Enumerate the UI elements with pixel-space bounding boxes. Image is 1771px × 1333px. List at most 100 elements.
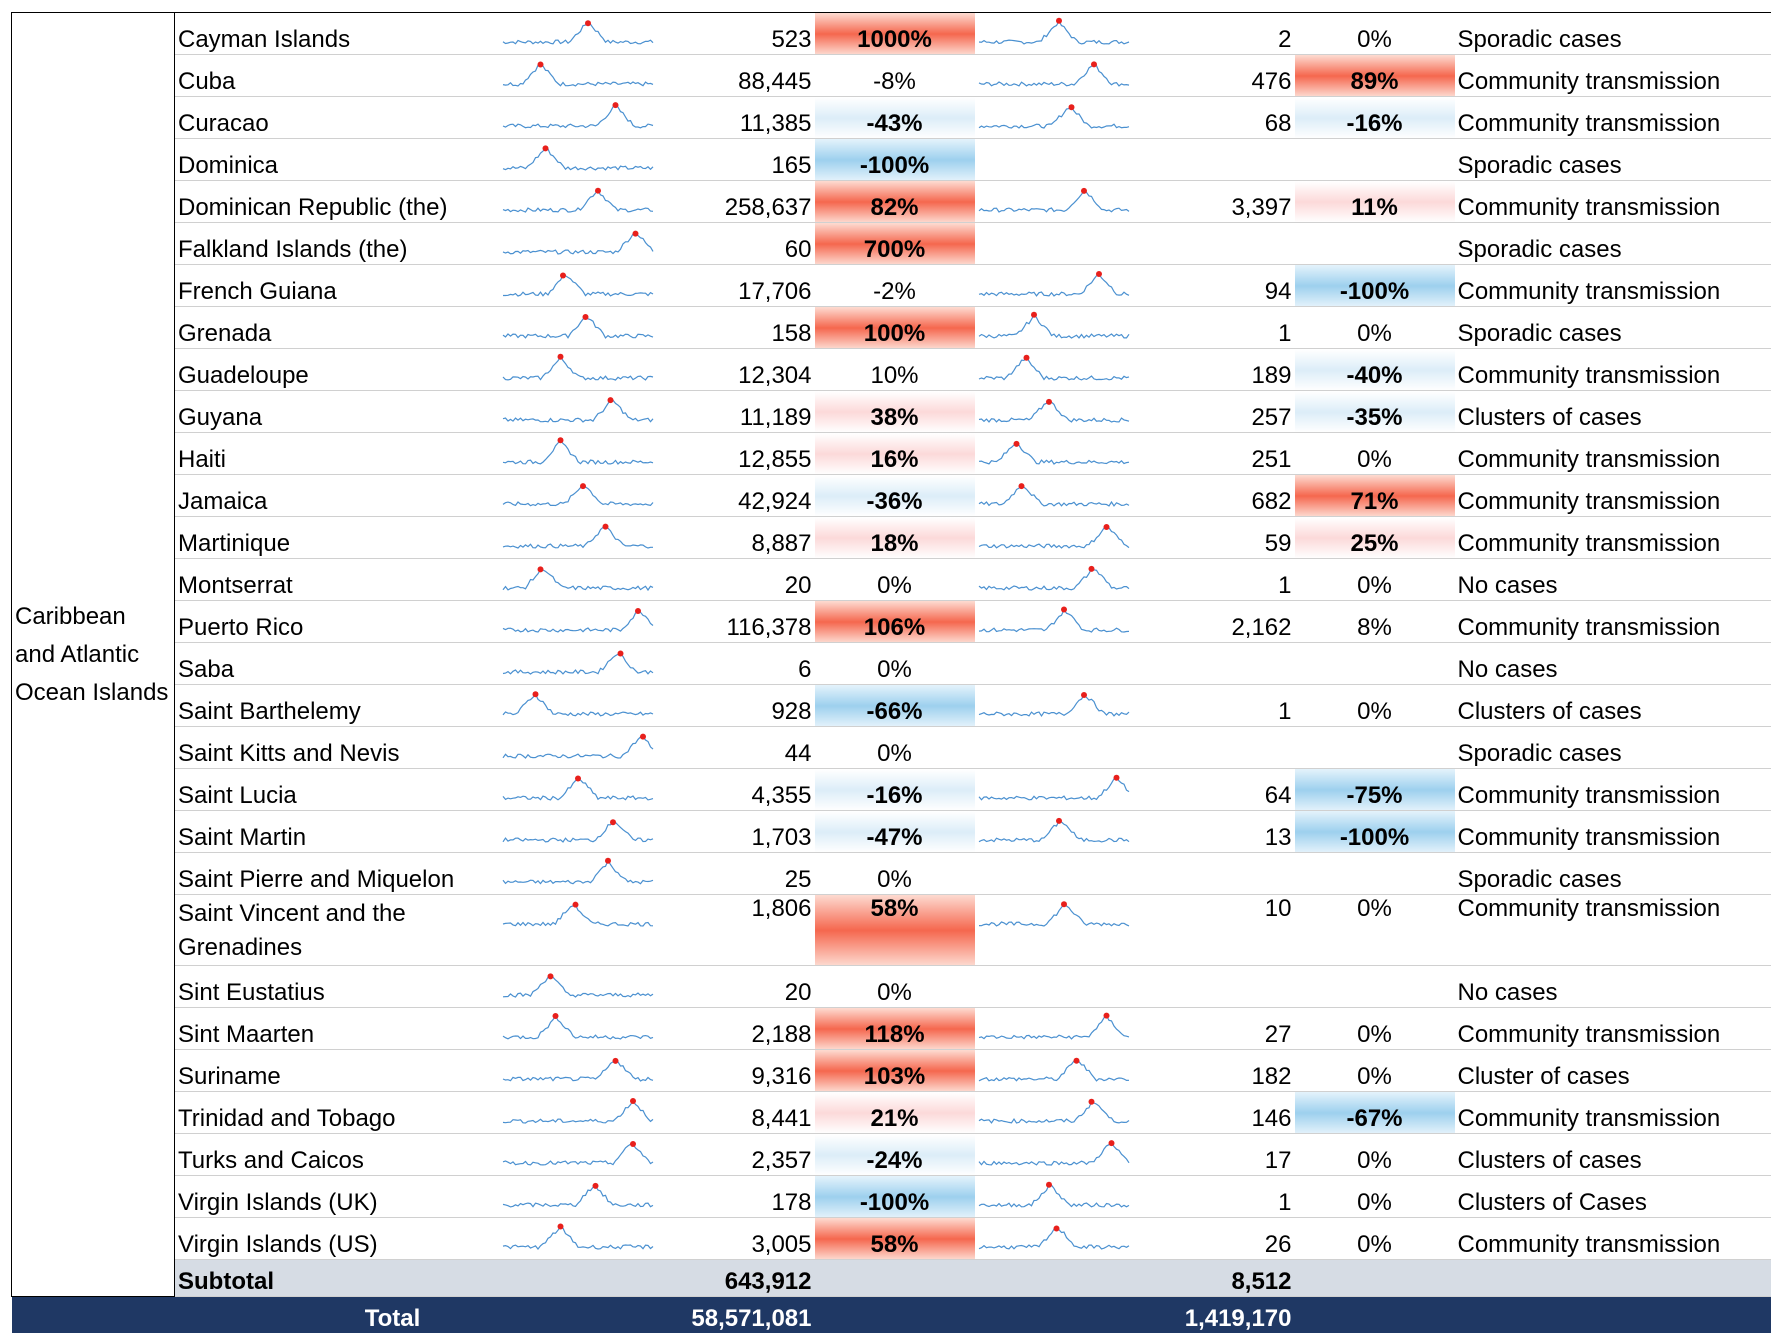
cases: 116,378: [657, 601, 815, 643]
cases: 258,637: [657, 181, 815, 223]
cases: 2,188: [657, 1008, 815, 1050]
sparkline-path: [503, 654, 653, 675]
cases-change: -100%: [815, 139, 975, 181]
sparkline: [975, 265, 1133, 299]
sparkline-peak: [605, 858, 611, 864]
sparkline-cell: [975, 265, 1137, 307]
sparkline-cell: [975, 1218, 1137, 1260]
country-name: Martinique: [175, 517, 499, 559]
total-label: Total: [12, 1297, 657, 1333]
sparkline: [499, 97, 657, 131]
sparkline-path: [503, 861, 653, 884]
sparkline-path: [503, 486, 653, 506]
sparkline: [975, 1050, 1133, 1084]
cases: 1,703: [657, 811, 815, 853]
sparkline-peak: [1088, 566, 1094, 572]
sparkline-path: [979, 527, 1129, 548]
sparkline: [499, 223, 657, 257]
sparkline: [499, 13, 657, 47]
deaths-change: -40%: [1295, 349, 1455, 391]
cases: 11,189: [657, 391, 815, 433]
transmission: Community transmission: [1455, 475, 1771, 517]
cases-change: 103%: [815, 1050, 975, 1092]
deaths: 3,397: [1137, 181, 1295, 223]
deaths-change: 25%: [1295, 517, 1455, 559]
sparkline-path: [503, 440, 653, 464]
cases-change: 0%: [815, 853, 975, 895]
sparkline-cell: [499, 181, 657, 223]
transmission: Community transmission: [1455, 97, 1771, 139]
empty-cell: [1137, 139, 1295, 181]
sparkline-path: [503, 65, 653, 87]
cases-change: 21%: [815, 1092, 975, 1134]
country-name: Saint Barthelemy: [175, 685, 499, 727]
sparkline-cell: [975, 1092, 1137, 1134]
cases-change: 38%: [815, 391, 975, 433]
country-name: Falkland Islands (the): [175, 223, 499, 265]
sparkline-path: [503, 400, 653, 422]
sparkline: [499, 811, 657, 845]
sparkline-cell: [499, 517, 657, 559]
subtotal-cases: 643,912: [657, 1260, 815, 1297]
sparkline-cell: [499, 475, 657, 517]
cases: 1,806: [657, 895, 815, 966]
sparkline-peak: [617, 651, 623, 657]
sparkline: [499, 139, 657, 173]
sparkline-path: [979, 191, 1129, 212]
sparkline-path: [503, 191, 653, 212]
sparkline-path: [503, 778, 653, 800]
sparkline-cell: [499, 139, 657, 181]
sparkline-cell: [975, 433, 1137, 475]
sparkline-cell: [499, 601, 657, 643]
sparkline-peak: [630, 1141, 636, 1147]
total-deaths: 1,419,170: [1137, 1297, 1295, 1333]
sparkline: [499, 1134, 657, 1168]
sparkline-cell: [975, 769, 1137, 811]
sparkline: [975, 1134, 1133, 1168]
sparkline-cell: [499, 1050, 657, 1092]
cases-change: 0%: [815, 643, 975, 685]
sparkline-peak: [1061, 901, 1067, 907]
cases: 44: [657, 727, 815, 769]
sparkline: [499, 307, 657, 341]
sparkline: [975, 1092, 1133, 1126]
deaths: 27: [1137, 1008, 1295, 1050]
deaths-change: 11%: [1295, 181, 1455, 223]
sparkline-peak: [1068, 104, 1074, 110]
deaths: 17: [1137, 1134, 1295, 1176]
sparkline-path: [979, 274, 1129, 296]
deaths-change: 0%: [1295, 685, 1455, 727]
sparkline-path: [503, 611, 653, 632]
transmission: Sporadic cases: [1455, 853, 1771, 895]
country-name: Trinidad and Tobago: [175, 1092, 499, 1134]
deaths-change: -16%: [1295, 97, 1455, 139]
sparkline-cell: [975, 475, 1137, 517]
sparkline-peak: [547, 973, 553, 979]
sparkline-peak: [1046, 1182, 1052, 1188]
empty-cell: [1455, 1297, 1771, 1333]
sparkline: [499, 601, 657, 635]
cases: 3,005: [657, 1218, 815, 1260]
country-name: Guyana: [175, 391, 499, 433]
sparkline-path: [503, 1227, 653, 1250]
transmission: Sporadic cases: [1455, 727, 1771, 769]
subtotal-label: Subtotal: [175, 1260, 499, 1297]
empty-cell: [1295, 643, 1455, 685]
sparkline-path: [503, 527, 653, 548]
transmission: Community transmission: [1455, 895, 1771, 966]
empty-cell: [815, 1297, 975, 1333]
sparkline-cell: [975, 181, 1137, 223]
transmission: Sporadic cases: [1455, 139, 1771, 181]
transmission: Cluster of cases: [1455, 1050, 1771, 1092]
sparkline-peak: [1056, 818, 1062, 824]
sparkline-cell: [499, 1092, 657, 1134]
sparkline-peak: [610, 819, 616, 825]
sparkline-cell: [499, 727, 657, 769]
country-name: Montserrat: [175, 559, 499, 601]
sparkline-cell: [975, 1050, 1137, 1092]
empty-cell: [1295, 223, 1455, 265]
cases-change: -16%: [815, 769, 975, 811]
